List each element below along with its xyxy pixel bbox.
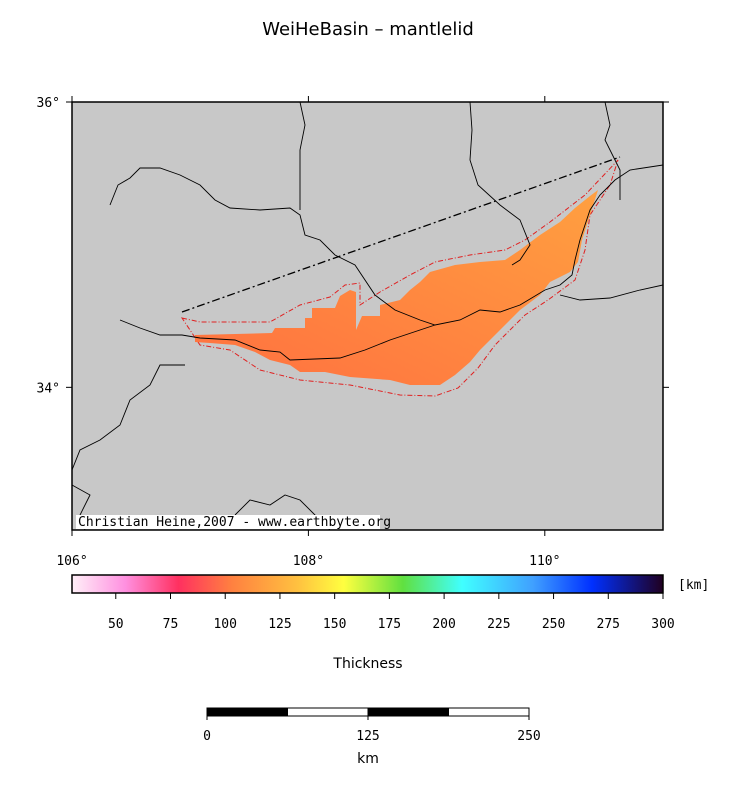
scalebar-tick-label: 250 [517, 729, 540, 744]
colorbar-label: Thickness [332, 656, 402, 672]
map-area: Christian Heine,2007 - www.earthbyte.org [72, 102, 663, 530]
colorbar-unit: [km] [678, 578, 709, 593]
colorbar-tick-label: 275 [597, 617, 620, 632]
scalebar-segment [448, 707, 530, 717]
scalebar-tick-label: 0 [203, 729, 211, 744]
credit-box [76, 515, 380, 529]
y-tick-label: 34° [37, 381, 60, 396]
profile-line [181, 156, 621, 313]
scalebar-tick-label: 125 [356, 729, 379, 744]
river [109, 164, 663, 326]
river [299, 102, 306, 210]
colorbar-tick-label: 175 [378, 617, 401, 632]
colorbar-tick-label: 225 [487, 617, 510, 632]
scalebar-segment [206, 707, 288, 717]
x-tick-label: 108° [293, 554, 324, 569]
river [604, 102, 621, 200]
colorbar-tick-label: 50 [108, 617, 124, 632]
basin-thickness [195, 190, 598, 385]
colorbar-tick-label: 150 [323, 617, 346, 632]
river [119, 319, 436, 361]
colorbar-tick-label: 200 [432, 617, 455, 632]
colorbar-tick-label: 100 [213, 617, 236, 632]
colorbar [71, 574, 664, 594]
credit: Christian Heine,2007 - www.earthbyte.org [78, 515, 391, 530]
x-tick-label: 106° [56, 554, 87, 569]
map-frame [71, 101, 664, 531]
river [559, 284, 663, 301]
colorbar-tick-label: 250 [542, 617, 565, 632]
basin-outline [180, 159, 619, 397]
colorbar-tick-label: 125 [268, 617, 291, 632]
colorbar-tick-label: 75 [163, 617, 179, 632]
title: WeiHeBasin – mantlelid [262, 19, 474, 40]
scalebar-segment [287, 707, 369, 717]
scalebar-label: km [357, 751, 379, 767]
river [72, 364, 185, 471]
river [469, 102, 531, 266]
y-tick-label: 36° [37, 96, 60, 111]
scalebar-segment [367, 707, 449, 717]
colorbar-tick-label: 300 [651, 617, 674, 632]
x-tick-label: 110° [529, 554, 560, 569]
rivers [72, 102, 663, 530]
